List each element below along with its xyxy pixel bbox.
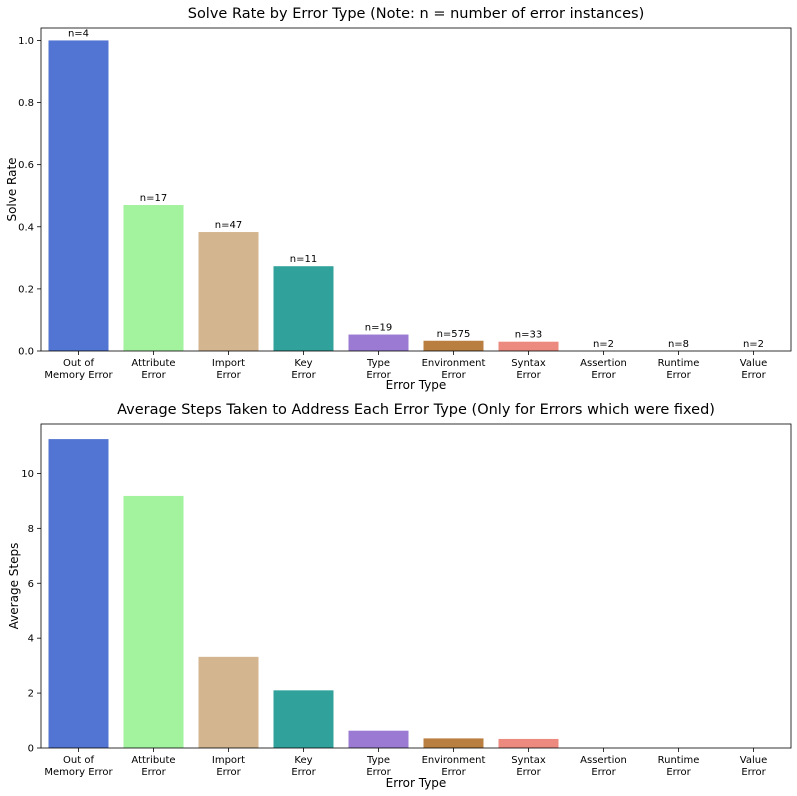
count-label: n=8 bbox=[668, 339, 689, 350]
count-label: n=17 bbox=[140, 193, 167, 204]
bar bbox=[423, 738, 484, 748]
bar bbox=[423, 340, 484, 351]
count-label: n=2 bbox=[593, 339, 614, 350]
x-tick-label: Assertion bbox=[580, 755, 627, 766]
x-tick-label: Import bbox=[212, 755, 245, 766]
y-tick-label: 2 bbox=[28, 689, 34, 700]
x-tick-label: Runtime bbox=[658, 358, 700, 369]
bar bbox=[498, 341, 559, 351]
y-tick-label: 0.8 bbox=[18, 98, 34, 109]
x-tick-label: Error bbox=[216, 370, 241, 381]
x-tick-label: Memory Error bbox=[44, 370, 113, 381]
x-tick-label: Error bbox=[591, 767, 616, 778]
chart-title: Average Steps Taken to Address Each Erro… bbox=[117, 402, 715, 418]
x-tick-label: Error bbox=[741, 767, 766, 778]
x-tick-label: Error bbox=[366, 767, 391, 778]
bar bbox=[123, 495, 184, 748]
bar bbox=[198, 656, 259, 748]
x-tick-label: Out of bbox=[63, 358, 94, 369]
chart-1: Solve Rate by Error Type (Note: n = numb… bbox=[5, 6, 792, 392]
y-tick-label: 6 bbox=[28, 579, 34, 590]
count-label: n=11 bbox=[290, 254, 317, 265]
bar bbox=[123, 205, 184, 351]
x-tick-label: Error bbox=[141, 370, 166, 381]
bar bbox=[48, 439, 109, 748]
x-tick-label: Error bbox=[516, 767, 541, 778]
y-tick-label: 0.6 bbox=[18, 160, 34, 171]
bar bbox=[348, 730, 409, 748]
x-tick-label: Key bbox=[294, 358, 312, 369]
count-label: n=4 bbox=[68, 28, 89, 39]
x-tick-label: Syntax bbox=[511, 358, 546, 369]
x-axis-label: Error Type bbox=[386, 378, 447, 392]
x-tick-label: Error bbox=[441, 370, 466, 381]
x-tick-label: Type bbox=[366, 358, 390, 369]
x-tick-label: Error bbox=[516, 370, 541, 381]
bar bbox=[48, 40, 109, 352]
plot-frame bbox=[40, 27, 792, 352]
x-tick-label: Type bbox=[366, 755, 390, 766]
x-axis-label: Error Type bbox=[386, 776, 447, 790]
x-tick-label: Error bbox=[666, 767, 691, 778]
y-tick-label: 0.2 bbox=[18, 284, 34, 295]
count-label: n=575 bbox=[437, 329, 471, 340]
count-label: n=19 bbox=[365, 323, 392, 334]
y-tick-label: 0.0 bbox=[18, 347, 34, 358]
x-tick-label: Import bbox=[212, 358, 245, 369]
x-tick-label: Value bbox=[740, 358, 767, 369]
x-tick-label: Out of bbox=[63, 755, 94, 766]
y-tick-label: 10 bbox=[21, 469, 34, 480]
x-tick-label: Error bbox=[366, 370, 391, 381]
x-tick-label: Runtime bbox=[658, 755, 700, 766]
x-tick-label: Memory Error bbox=[44, 767, 113, 778]
y-tick-label: 0 bbox=[28, 744, 34, 755]
bar bbox=[348, 334, 409, 351]
chart-2: Average Steps Taken to Address Each Erro… bbox=[7, 402, 792, 790]
x-tick-label: Environment bbox=[422, 755, 486, 766]
count-label: n=2 bbox=[743, 339, 764, 350]
x-tick-label: Attribute bbox=[131, 755, 175, 766]
x-tick-label: Value bbox=[740, 755, 767, 766]
y-tick-label: 0.4 bbox=[18, 222, 34, 233]
y-tick-label: 8 bbox=[28, 524, 34, 535]
bar bbox=[273, 266, 334, 351]
count-label: n=47 bbox=[215, 220, 242, 231]
y-tick-label: 1.0 bbox=[18, 36, 34, 47]
bar bbox=[273, 690, 334, 748]
plot-frame bbox=[40, 423, 792, 749]
count-label: n=33 bbox=[515, 330, 542, 341]
chart-title: Solve Rate by Error Type (Note: n = numb… bbox=[188, 6, 645, 22]
x-tick-label: Assertion bbox=[580, 358, 627, 369]
x-tick-label: Attribute bbox=[131, 358, 175, 369]
bar bbox=[498, 738, 559, 748]
x-tick-label: Syntax bbox=[511, 755, 546, 766]
x-tick-label: Key bbox=[294, 755, 312, 766]
x-tick-label: Error bbox=[441, 767, 466, 778]
x-tick-label: Environment bbox=[422, 358, 486, 369]
x-tick-label: Error bbox=[591, 370, 616, 381]
x-tick-label: Error bbox=[666, 370, 691, 381]
y-axis-label: Solve Rate bbox=[5, 157, 19, 221]
x-tick-label: Error bbox=[291, 767, 316, 778]
x-tick-label: Error bbox=[216, 767, 241, 778]
x-tick-label: Error bbox=[141, 767, 166, 778]
bar bbox=[198, 232, 259, 351]
x-tick-label: Error bbox=[741, 370, 766, 381]
y-tick-label: 4 bbox=[28, 634, 34, 645]
x-tick-label: Error bbox=[291, 370, 316, 381]
y-axis-label: Average Steps bbox=[7, 543, 21, 630]
